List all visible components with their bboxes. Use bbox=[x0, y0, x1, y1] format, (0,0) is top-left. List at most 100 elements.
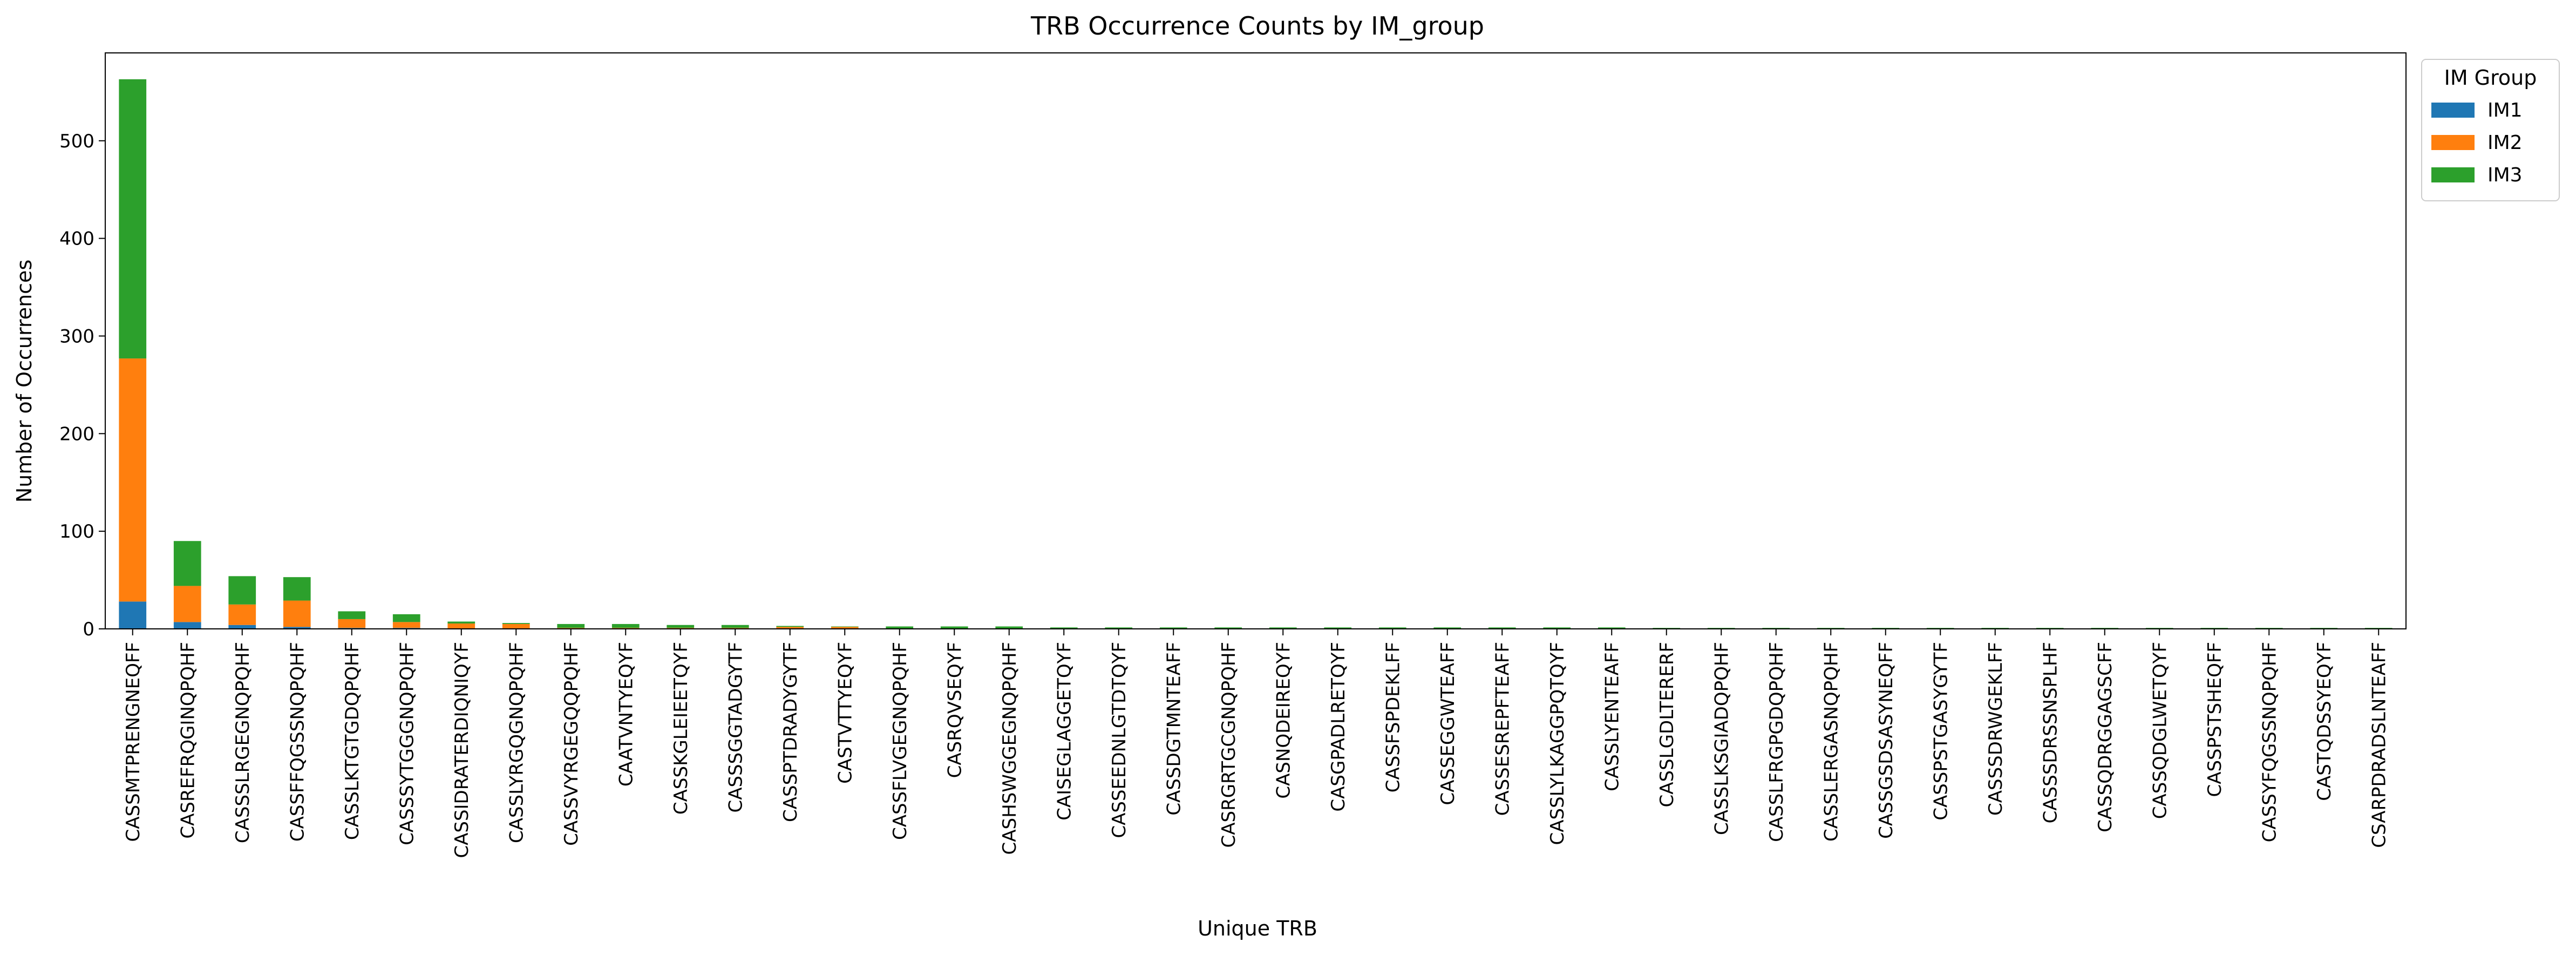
x-tick-label-3: CASSFFQGSSNQPQHF bbox=[287, 642, 308, 842]
y-tick-label-0: 0 bbox=[83, 619, 94, 640]
bar-im2-6 bbox=[447, 623, 475, 629]
x-tick-label-26: CASSLYLKAGGPQTQYF bbox=[1547, 642, 1568, 845]
bar-im3-22 bbox=[1324, 627, 1352, 629]
bar-im3-21 bbox=[1269, 627, 1297, 629]
bar-im3-11 bbox=[721, 625, 749, 628]
bar-im3-10 bbox=[667, 625, 695, 628]
x-tick-label-4: CASSLKTGTGDQPQHF bbox=[342, 642, 363, 840]
bar-im3-20 bbox=[1214, 627, 1242, 629]
x-tick-label-27: CASSLYENTEAFF bbox=[1601, 642, 1623, 791]
x-tick-label-31: CASSLERGASNQPQHF bbox=[1820, 642, 1842, 842]
legend-title: IM Group bbox=[2444, 66, 2537, 90]
x-tick-label-10: CASSKGLEIEETQYF bbox=[670, 642, 692, 815]
chart-title: TRB Occurrence Counts by IM_group bbox=[1030, 11, 1484, 40]
legend-label-im3: IM3 bbox=[2487, 164, 2523, 186]
bar-im3-5 bbox=[392, 614, 420, 622]
x-tick-label-8: CASSVYRGEGQQPQHF bbox=[561, 642, 582, 846]
x-tick-label-19: CASSDGTMNTEAFF bbox=[1163, 642, 1185, 816]
bar-im1-2 bbox=[228, 625, 256, 629]
bar-im3-25 bbox=[1488, 627, 1516, 629]
bar-im3-7 bbox=[502, 623, 530, 624]
bar-im3-17 bbox=[1050, 627, 1078, 629]
bar-im3-1 bbox=[173, 541, 201, 586]
bar-im1-0 bbox=[119, 601, 147, 629]
x-tick-label-23: CASSFSPDEKLFF bbox=[1382, 642, 1404, 792]
bar-im1-1 bbox=[173, 622, 201, 629]
bar-im3-4 bbox=[338, 611, 366, 619]
legend: IM Group IM1 IM2 IM3 bbox=[2421, 59, 2560, 201]
y-tick-label-100: 100 bbox=[59, 521, 94, 543]
x-tick-label-22: CASGPADLRETQYF bbox=[1328, 642, 1349, 812]
x-tick-label-7: CASSLYRGQGNQPQHF bbox=[506, 642, 527, 843]
bar-im2-4 bbox=[338, 619, 366, 628]
bar-im3-2 bbox=[228, 576, 256, 605]
bar-im2-3 bbox=[283, 600, 311, 627]
x-tick-label-25: CASSESREPFTEAFF bbox=[1492, 642, 1513, 816]
bar-im2-12 bbox=[776, 627, 804, 629]
bar-im3-9 bbox=[611, 623, 640, 628]
bar-im1-3 bbox=[283, 627, 311, 629]
x-tick-label-37: CASSQDGLWETQYF bbox=[2149, 642, 2171, 819]
x-tick-label-0: CASSMTPRENGNEQFF bbox=[123, 642, 144, 842]
x-tick-label-34: CASSSDRWGEKLFF bbox=[1985, 642, 2007, 816]
bar-im2-0 bbox=[119, 358, 147, 602]
bar-im2-5 bbox=[392, 622, 420, 628]
x-tick-label-41: CSARPDRADSLNTEAFF bbox=[2368, 642, 2390, 848]
bar-im3-15 bbox=[940, 626, 968, 629]
x-tick-label-18: CASSEEDNLGTDTQYF bbox=[1109, 642, 1130, 838]
y-tick-label-400: 400 bbox=[59, 228, 94, 250]
y-tick-label-500: 500 bbox=[59, 131, 94, 152]
x-tick-label-35: CASSSDRSSNSPLHF bbox=[2040, 642, 2061, 823]
bar-im3-8 bbox=[557, 623, 585, 628]
x-tick-label-21: CASNQDEIREQYF bbox=[1273, 642, 1294, 799]
legend-label-im1: IM1 bbox=[2487, 99, 2523, 121]
x-tick-label-38: CASSPSTSHEQFF bbox=[2204, 642, 2226, 797]
x-tick-label-14: CASSFLVGEGNQPQHF bbox=[889, 642, 911, 840]
x-tick-label-17: CAISEGLAGGETQYF bbox=[1053, 642, 1075, 821]
bar-im3-13 bbox=[831, 626, 859, 627]
x-tick-label-20: CASRGRTGCGNQPQHF bbox=[1218, 642, 1240, 848]
y-axis: 0 100 200 300 400 500 bbox=[59, 131, 105, 640]
x-tick-label-5: CASSSYTGGGNQPQHF bbox=[396, 642, 418, 845]
bar-im3-6 bbox=[447, 621, 475, 624]
bar-im3-12 bbox=[776, 626, 804, 627]
bar-im3-14 bbox=[886, 626, 914, 629]
legend-box bbox=[2421, 59, 2560, 201]
x-tick-label-36: CASSQDRGGAGSCFF bbox=[2095, 642, 2116, 832]
x-tick-label-32: CASSGSDSASYNEQFF bbox=[1875, 642, 1897, 839]
legend-swatch-im2 bbox=[2431, 135, 2475, 150]
plot-area bbox=[105, 52, 2407, 629]
x-tick-label-24: CASSEGGWTEAFF bbox=[1437, 642, 1459, 805]
bar-im3-24 bbox=[1433, 627, 1462, 629]
bar-im3-16 bbox=[995, 626, 1023, 629]
x-tick-label-13: CASTVTTYEQYF bbox=[834, 642, 856, 784]
x-tick-label-9: CAATVNTYEQYF bbox=[615, 642, 637, 787]
bar-im3-23 bbox=[1378, 627, 1406, 629]
bar-im3-19 bbox=[1159, 627, 1187, 629]
plot-frame bbox=[105, 52, 2407, 629]
bar-im2-1 bbox=[173, 586, 201, 622]
x-tick-label-2: CASSSLRGEGNQPQHF bbox=[232, 642, 254, 843]
x-tick-label-28: CASSLGDLTERERF bbox=[1656, 642, 1678, 807]
x-tick-label-12: CASSPTDRADYGYTF bbox=[780, 642, 801, 822]
legend-swatch-im1 bbox=[2431, 103, 2475, 118]
bar-im2-2 bbox=[228, 604, 256, 625]
bar-im3-0 bbox=[119, 79, 147, 359]
x-tick-label-15: CASRQVSEQYF bbox=[944, 642, 966, 778]
x-tick-label-39: CASSYFQGSSNQPQHF bbox=[2259, 642, 2280, 842]
bar-im3-26 bbox=[1543, 627, 1571, 629]
legend-swatch-im3 bbox=[2431, 167, 2475, 182]
bar-im3-18 bbox=[1105, 627, 1133, 629]
bar-im3-3 bbox=[283, 577, 311, 601]
x-tick-label-1: CASREFRQGINQPQHF bbox=[177, 642, 199, 839]
legend-label-im2: IM2 bbox=[2487, 132, 2523, 154]
x-tick-label-11: CASSSGGTADGYTF bbox=[725, 642, 746, 813]
x-tick-label-6: CASSIDRATERDIQNIQYF bbox=[451, 642, 473, 858]
bar-im2-13 bbox=[831, 627, 859, 629]
x-tick-label-29: CASSLKSGIADQPQHF bbox=[1711, 642, 1732, 835]
y-tick-label-300: 300 bbox=[59, 326, 94, 347]
x-axis: CASSMTPRENGNEQFF CASREFRQGINQPQHF CASSSLRG… bbox=[123, 629, 2390, 858]
bar-im2-7 bbox=[502, 623, 530, 629]
